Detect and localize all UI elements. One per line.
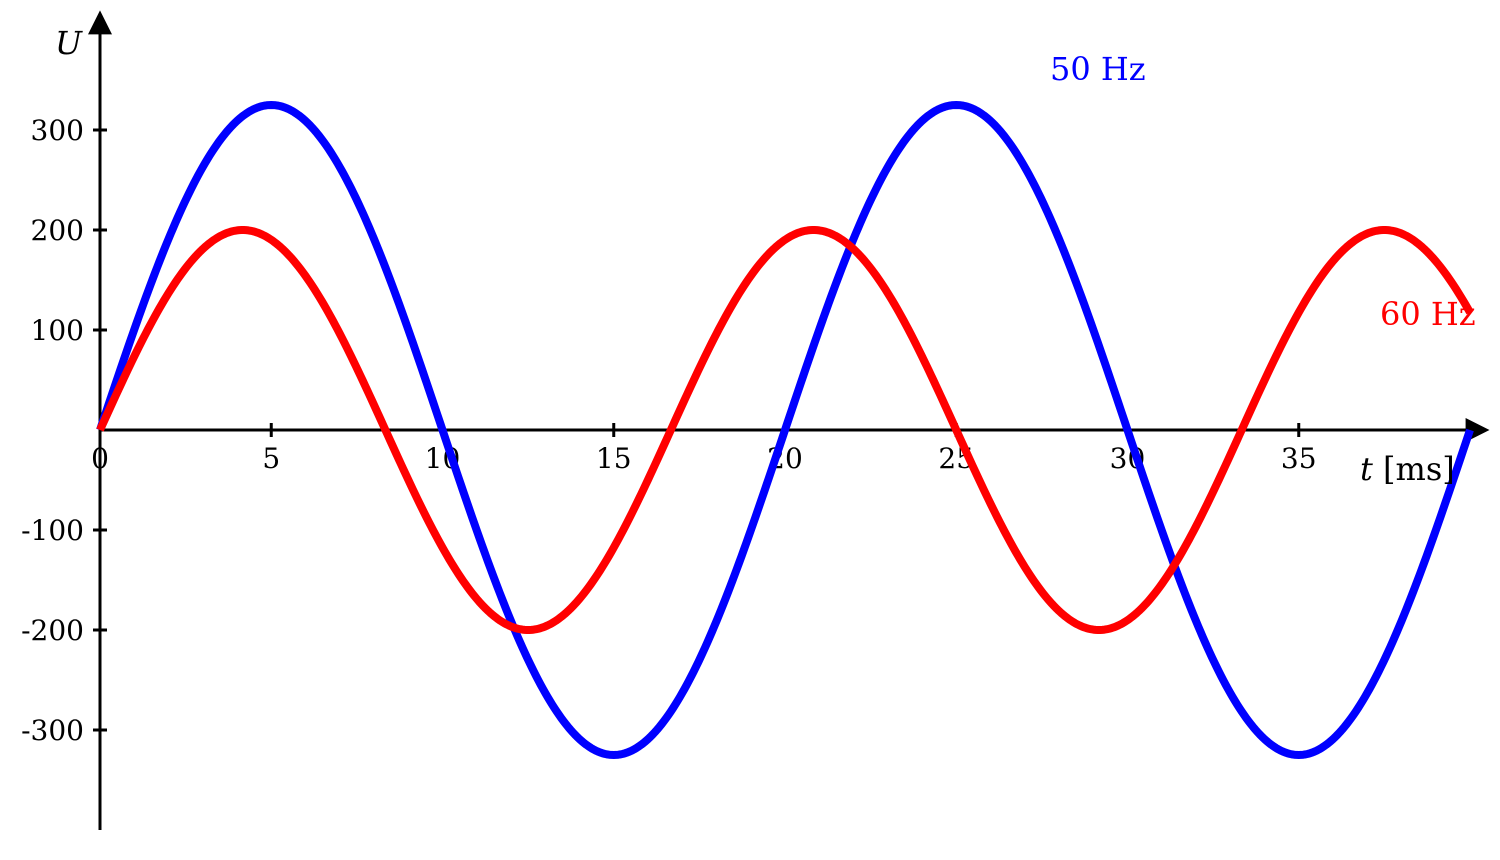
y-tick-label: -300 [21,714,84,747]
y-tick-label: -200 [21,614,84,647]
y-tick-label: 200 [31,214,84,247]
y-tick-label: 300 [31,114,84,147]
voltage-waveform-chart: 05101520253035 -300-200-100100200300 U t… [0,0,1500,860]
x-tick-label: 35 [1281,442,1317,475]
x-axis-label: t [ms] [1360,450,1455,488]
x-tick-label: 0 [91,442,109,475]
y-axis-label: U [55,24,83,62]
x-tick-label: 15 [596,442,632,475]
y-tick-label: -100 [21,514,84,547]
x-tick-label: 5 [262,442,280,475]
y-axis-ticks: -300 -200 -100 100 200 300 [21,114,107,747]
series-label-60hz: 60 Hz [1380,295,1476,333]
y-tick-label: 100 [31,314,84,347]
series-label-50hz: 50 Hz [1050,50,1146,88]
